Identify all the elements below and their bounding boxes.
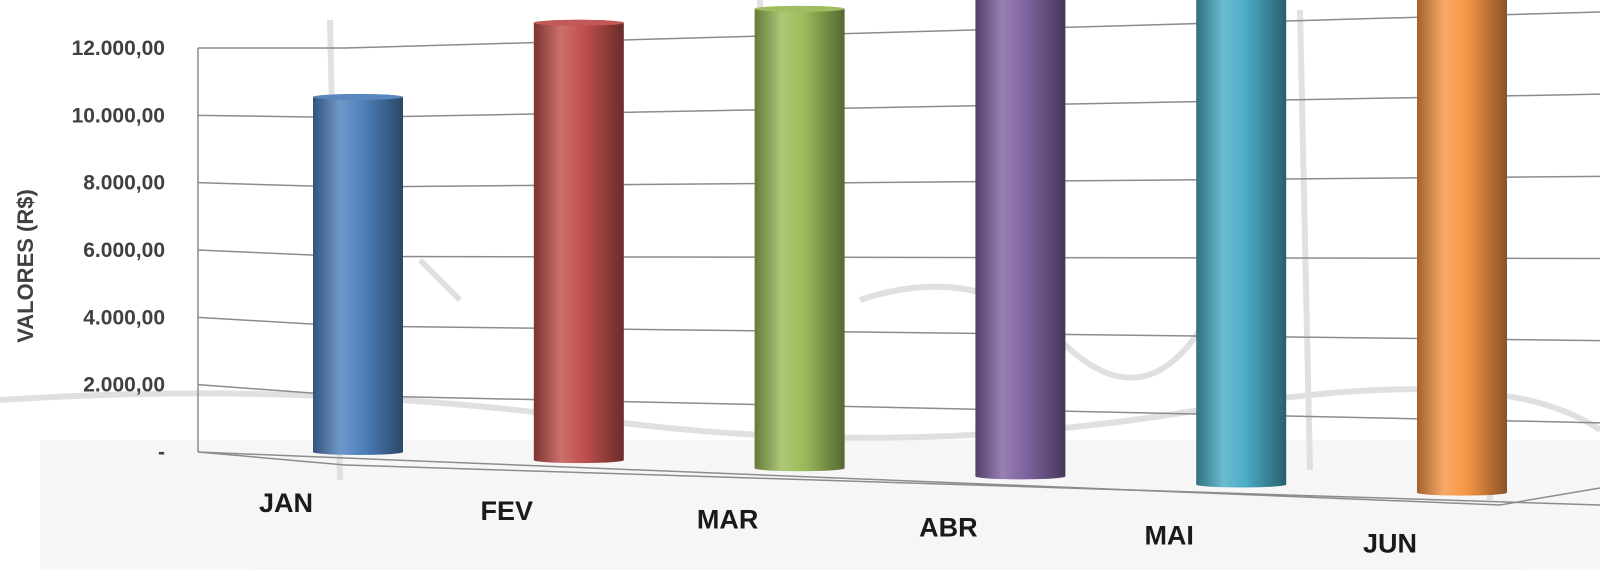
y-tick-label: 4.000,00 [83,306,165,329]
bar-mai [1196,0,1287,488]
chart-floor [197,451,1600,506]
y-axis-title: VALORES (R$) [13,189,38,343]
x-tick-label: JAN [259,488,313,518]
x-tick-label: MAR [697,504,759,534]
y-tick-label: 8.000,00 [83,172,165,195]
x-axis-labels: JAN FEV MAR ABR MAI JUN [259,488,1417,559]
gridline-side [197,451,346,466]
gridline [344,175,1600,188]
bar-mar [754,5,845,472]
bars [313,0,1507,496]
y-tick-label: 12.000,00 [72,37,165,60]
gridlines [197,11,1600,506]
bar-jan [313,94,403,455]
bar-top-cap [313,94,403,100]
x-tick-label: JUN [1363,529,1417,559]
x-tick-label: MAI [1144,521,1194,551]
gridline [344,255,1600,260]
y-tick-label: - [158,441,165,464]
bar-abr [975,0,1066,480]
bar-fev [533,19,624,464]
x-tick-label: ABR [919,512,978,542]
bar-top-cap [533,19,624,26]
y-tick-label: 2.000,00 [83,374,165,397]
gridline [344,325,1600,342]
y-axis-ticks: - 2.000,00 4.000,00 6.000,00 8.000,00 10.000,… [72,37,165,464]
gridline [344,464,1600,506]
y-tick-label: 6.000,00 [83,239,165,262]
bar-top-cap [754,5,845,12]
x-tick-label: FEV [481,496,534,526]
bar-jun [1417,0,1507,496]
gridline [344,11,1600,49]
floor-edge [197,451,1600,506]
y-tick-label: 10.000,00 [72,104,165,127]
gridline [344,93,1600,119]
